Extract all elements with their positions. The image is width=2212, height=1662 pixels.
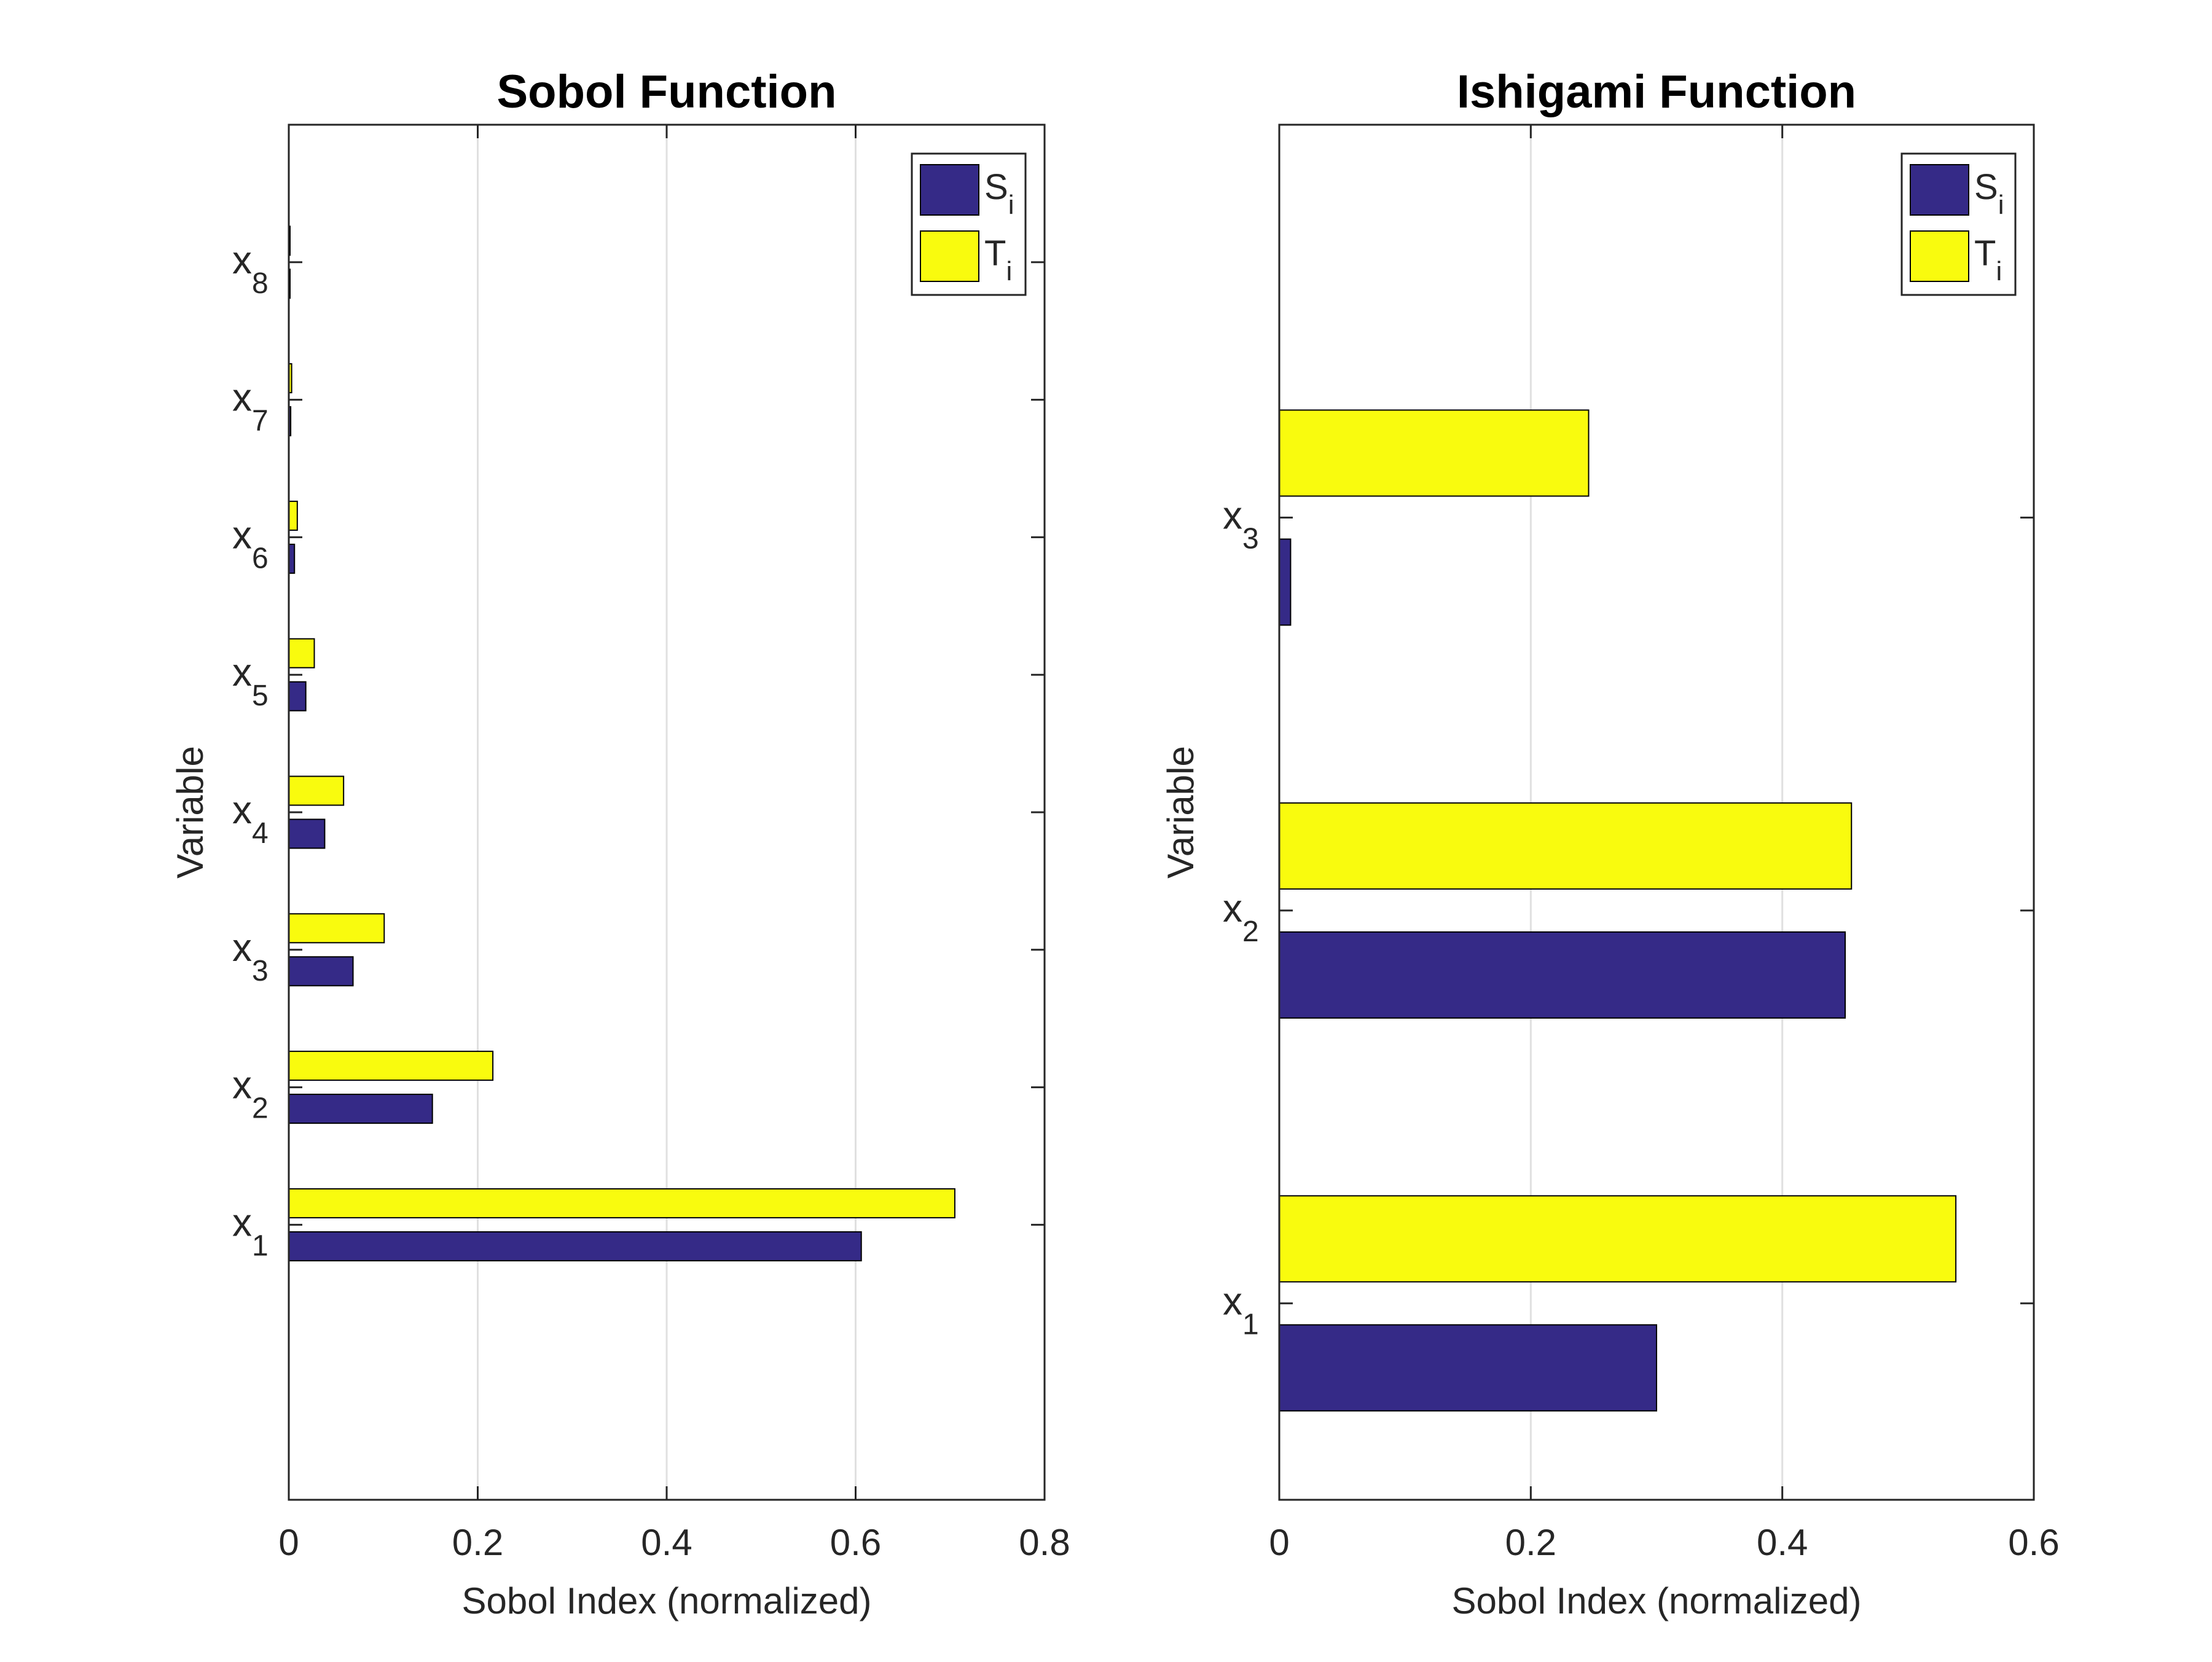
sobol-function-ytick-label-sub-x2: 2 bbox=[252, 1092, 269, 1125]
ishigami-function-legend-swatch-ti bbox=[1910, 230, 1969, 282]
sobol-function-bar-ti-x6 bbox=[288, 500, 298, 531]
sobol-function-bar-ti-x3 bbox=[288, 913, 385, 944]
sobol-function-xtick-label-0: 0 bbox=[278, 1522, 299, 1563]
sobol-function-ytick-label-x4: x4 bbox=[232, 788, 269, 850]
sobol-function-bar-si-x2 bbox=[288, 1094, 433, 1124]
sobol-function-bar-ti-x1 bbox=[288, 1188, 955, 1218]
sobol-function-legend-swatch-ti bbox=[920, 230, 979, 282]
sobol-function-xtick-label-1: 0.2 bbox=[452, 1522, 503, 1563]
ishigami-function-legend-label-sub-si: i bbox=[1998, 190, 2004, 220]
sobol-function-ytick-label-sub-x4: 4 bbox=[252, 817, 269, 850]
ishigami-function-xtick-label-0: 0 bbox=[1269, 1522, 1289, 1563]
ishigami-function-chart: 0 0.2 0.4 0.6 x1 x2 x3 Ishigami Function Sobol I… bbox=[1160, 66, 2060, 1621]
sobol-function-ytick-label-x3: x3 bbox=[232, 925, 269, 987]
ishigami-function-ytick-label-x2: x2 bbox=[1223, 886, 1259, 948]
sobol-function-ytick-label-sub-x7: 7 bbox=[252, 405, 269, 437]
sobol-function-ytick-label-x2: x2 bbox=[232, 1063, 269, 1125]
ishigami-function-bar-si-x3 bbox=[1279, 538, 1292, 626]
sobol-function-ytick-label-sub-x8: 8 bbox=[252, 267, 269, 300]
sobol-function-chart: 0 0.2 0.4 0.6 0.8 x1 x2 x3 x4 x5 x6 x7 x8 Sobol Funct… bbox=[170, 66, 1070, 1621]
ishigami-function-legend-swatch-si bbox=[1910, 164, 1969, 216]
sobol-function-ytick-label-x1: x1 bbox=[232, 1200, 269, 1262]
ishigami-function-bar-ti-x1 bbox=[1279, 1195, 1957, 1283]
ishigami-function-bar-si-x2 bbox=[1279, 931, 1846, 1019]
ishigami-function-ytick-label-sub-x2: 2 bbox=[1242, 915, 1259, 948]
ishigami-function-ytick-label-sub-x1: 1 bbox=[1242, 1308, 1259, 1341]
sobol-function-ylabel: Variable bbox=[170, 746, 211, 879]
sobol-function-ytick-label-sub-x3: 3 bbox=[252, 955, 269, 987]
sobol-function-bar-si-x1 bbox=[288, 1231, 862, 1261]
ishigami-function-bar-ti-x2 bbox=[1279, 802, 1853, 890]
ishigami-function-xtick-label-1: 0.2 bbox=[1505, 1522, 1556, 1563]
sobol-function-bar-si-x3 bbox=[288, 956, 354, 987]
ishigami-function-bar-ti-x3 bbox=[1279, 409, 1590, 497]
sobol-function-bar-ti-x4 bbox=[288, 775, 345, 806]
sobol-function-xtick-label-3: 0.6 bbox=[830, 1522, 881, 1563]
sobol-function-xlabel: Sobol Index (normalized) bbox=[461, 1580, 871, 1621]
sobol-function-bar-ti-x2 bbox=[288, 1051, 494, 1081]
ishigami-function-legend-label-sub-ti: i bbox=[1996, 256, 2002, 286]
ishigami-function-xtick-label-2: 0.4 bbox=[1757, 1522, 1808, 1563]
sobol-function-bar-si-x4 bbox=[288, 818, 326, 849]
sobol-function-ytick-label-x5: x5 bbox=[232, 650, 269, 712]
sobol-function-ytick-label-x6: x6 bbox=[232, 512, 269, 574]
sobol-function-ytick-label-sub-x5: 5 bbox=[252, 680, 269, 712]
sobol-function-ytick-label-x8: x8 bbox=[232, 238, 269, 300]
sobol-function-ytick-label-x7: x7 bbox=[232, 375, 269, 437]
ishigami-function-ylabel: Variable bbox=[1160, 746, 1201, 879]
ishigami-function-ytick-label-x1: x1 bbox=[1223, 1279, 1259, 1341]
ishigami-function-ytick-label-sub-x3: 3 bbox=[1242, 522, 1259, 555]
sobol-function-legend-label-sub-ti: i bbox=[1006, 256, 1012, 286]
ishigami-function-ytick-label-x3: x3 bbox=[1223, 493, 1259, 555]
sobol-function-legend-label-sub-si: i bbox=[1008, 190, 1014, 220]
ishigami-function-xlabel: Sobol Index (normalized) bbox=[1451, 1580, 1861, 1621]
sobol-function-xtick-label-4: 0.8 bbox=[1019, 1522, 1070, 1563]
sobol-function-ytick-label-sub-x6: 6 bbox=[252, 542, 269, 574]
sobol-function-title: Sobol Function bbox=[496, 66, 836, 118]
ishigami-function-xtick-label-3: 0.6 bbox=[2008, 1522, 2059, 1563]
sobol-function-ytick-label-sub-x1: 1 bbox=[252, 1229, 269, 1262]
ishigami-function-bar-si-x1 bbox=[1279, 1324, 1657, 1412]
sobol-function-legend-swatch-si bbox=[920, 164, 979, 216]
sobol-function-bar-si-x5 bbox=[288, 681, 307, 711]
sobol-function-xtick-label-2: 0.4 bbox=[641, 1522, 692, 1563]
ishigami-function-title: Ishigami Function bbox=[1457, 66, 1856, 118]
ishigami-function-axes-box bbox=[1278, 123, 2035, 1501]
sobol-function-bar-ti-x5 bbox=[288, 638, 315, 668]
